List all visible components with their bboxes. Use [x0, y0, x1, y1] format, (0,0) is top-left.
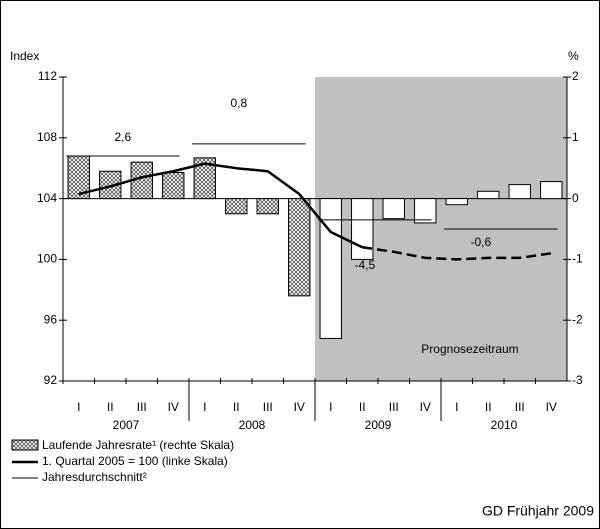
- bar: [508, 184, 531, 200]
- bar: [382, 198, 405, 220]
- bar: [162, 171, 185, 200]
- y-axis-label: Index: [10, 49, 39, 63]
- y-tick-label: 104: [37, 191, 57, 205]
- year-label: 2007: [113, 418, 140, 432]
- x-tick-label: II: [107, 400, 114, 414]
- x-tick-label: IV: [546, 400, 557, 414]
- y-tick-label: 112: [38, 69, 57, 83]
- annual-rate-label: 2,6: [115, 130, 132, 144]
- y-tick-label: 100: [37, 252, 57, 266]
- y-tick-label: 92: [44, 373, 58, 387]
- y2-tick-label: 1: [572, 130, 579, 144]
- y2-tick-label: -2: [572, 312, 583, 326]
- legend-label: 1. Quartal 2005 = 100 (linke Skala): [42, 454, 228, 468]
- x-tick-label: I: [455, 400, 458, 414]
- annual-rate-label: -0,6: [471, 235, 492, 249]
- year-label: 2009: [365, 418, 392, 432]
- x-tick-label: I: [77, 400, 80, 414]
- year-label: 2010: [491, 418, 518, 432]
- bar: [540, 181, 563, 200]
- x-tick-label: III: [389, 400, 399, 414]
- x-tick-label: III: [515, 400, 525, 414]
- index-line-forecast: [362, 246, 552, 261]
- bar: [99, 170, 122, 200]
- legend-label: Jahresdurchschnitt²: [42, 470, 147, 484]
- year-label: 2008: [239, 418, 266, 432]
- bar: [288, 198, 311, 297]
- y-tick-label: 96: [44, 312, 58, 326]
- index-line: [78, 162, 363, 249]
- x-tick-label: II: [359, 400, 366, 414]
- x-tick-label: IV: [420, 400, 431, 414]
- annual-rate-label: -4,5: [355, 258, 376, 272]
- legend-label: Laufende Jahresrate¹ (rechte Skala): [42, 438, 234, 452]
- x-tick-label: I: [203, 400, 206, 414]
- bar: [477, 190, 500, 200]
- bar: [225, 198, 248, 215]
- y-tick-label: 108: [37, 130, 57, 144]
- legend-swatch: [11, 439, 39, 451]
- forecast-label: Prognosezeitraum: [421, 342, 518, 356]
- y2-tick-label: 0: [572, 191, 579, 205]
- y2-tick-label: -1: [572, 252, 583, 266]
- annual-rate-label: 0,8: [231, 96, 248, 110]
- x-tick-label: I: [329, 400, 332, 414]
- x-tick-label: II: [485, 400, 492, 414]
- x-tick-label: IV: [168, 400, 179, 414]
- bar: [256, 198, 279, 215]
- bar: [351, 198, 374, 260]
- y2-axis-label: %: [568, 49, 579, 63]
- bar: [445, 198, 468, 206]
- y2-tick-label: 2: [572, 69, 579, 83]
- y2-tick-label: -3: [572, 373, 583, 387]
- x-tick-label: III: [137, 400, 147, 414]
- bar: [193, 157, 216, 200]
- x-tick-label: II: [233, 400, 240, 414]
- x-tick-label: III: [263, 400, 273, 414]
- bar: [414, 198, 437, 224]
- x-tick-label: IV: [294, 400, 305, 414]
- source: GD Frühjahr 2009: [482, 503, 594, 519]
